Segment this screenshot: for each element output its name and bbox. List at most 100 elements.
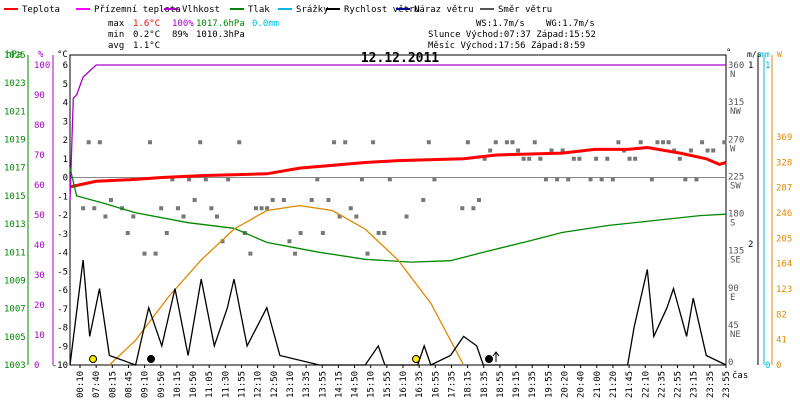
x-tick-label: 14:50	[351, 371, 361, 398]
wind-dir-compass-label: S	[730, 219, 735, 229]
solar-tick-label: 123	[776, 285, 792, 295]
x-tick-label: 23:55	[722, 371, 732, 398]
wind-dir-mark	[92, 206, 97, 211]
x-tick-label: 15:10	[367, 371, 377, 398]
x-tick-label: 21:00	[593, 371, 603, 398]
temperature-tick-label: 0	[63, 174, 68, 184]
wind-dir-mark	[510, 140, 515, 145]
stats-avg-label: avg	[108, 41, 124, 51]
pressure-tick-label: 1019	[4, 136, 26, 146]
wind-dir-mark	[348, 206, 353, 211]
x-tick-label: 10:50	[189, 371, 199, 398]
wind-dir-mark	[543, 177, 548, 182]
pressure-tick-label: 1007	[4, 305, 26, 315]
wind-dir-mark	[705, 148, 710, 153]
wind-dir-mark	[343, 140, 348, 145]
wind-dir-mark	[627, 156, 632, 161]
wind-dir-mark	[465, 140, 470, 145]
temperature-tick-label: 1	[63, 155, 68, 165]
solar-tick-label: 328	[776, 158, 792, 168]
wind-dir-mark	[298, 231, 303, 235]
humidity-tick-label: 30	[34, 271, 45, 281]
wind-dir-mark	[549, 148, 554, 153]
stats-max-temp: 1.6°C	[133, 19, 160, 29]
wind-ws: WS:1.7m/s	[476, 19, 525, 29]
sun-line: Slunce Východ:07:37 Západ:15:52	[428, 30, 596, 40]
solar-tick-label: 287	[776, 184, 792, 194]
x-tick-label: 21:45	[625, 371, 635, 398]
solar-tick-label: 369	[776, 133, 792, 143]
stats-panel: max 1.6°C 100% 1017.6hPa 0.0mm min 0.2°C…	[108, 19, 596, 51]
x-tick-label: 10:15	[173, 371, 183, 398]
wind-dir-mark	[616, 140, 621, 145]
stats-max-label: max	[108, 19, 125, 29]
stats-avg-temp: 1.1°C	[133, 41, 160, 51]
humidity-tick-label: 40	[34, 241, 45, 251]
temperature-tick-label: -9	[57, 342, 68, 352]
x-axis: 00:10 07:40 08:15 08:45 09:10 09:50 10:15 10:50…	[76, 365, 732, 398]
wind-dir-mark	[633, 156, 638, 161]
x-tick-label: 16:55	[431, 371, 441, 398]
x-tick-label: 09:50	[157, 371, 167, 398]
wind-dir-mark	[198, 140, 203, 145]
rain-tick-label: 1	[765, 61, 770, 71]
pressure-tick-label: 1009	[4, 276, 26, 286]
wind-dir-mark	[555, 177, 560, 182]
wind-dir-mark	[293, 251, 298, 256]
series-line-rychlost-v-tru	[69, 259, 727, 366]
wind-dir-mark	[672, 148, 677, 153]
stats-min-temp: 0.2°C	[133, 30, 160, 40]
wind-dir-compass-label: NW	[730, 107, 741, 117]
temperature-tick-label: -3	[57, 230, 68, 240]
pressure-tick-label: 1015	[4, 192, 26, 202]
wind-dir-mark	[209, 206, 214, 211]
wind-dir-mark	[504, 140, 509, 145]
wind-direction-marks	[81, 140, 727, 256]
wind-dir-mark	[153, 251, 158, 256]
x-tick-label: 17:35	[447, 371, 457, 398]
legend-label: Vlhkost	[182, 5, 220, 15]
temperature-axis-unit: °C	[57, 50, 68, 60]
wind-dir-mark	[594, 156, 599, 161]
x-tick-label: 20:20	[561, 371, 571, 398]
wind-speed-tick-label: 1	[748, 61, 753, 71]
humidity-tick-label: 10	[34, 331, 45, 341]
x-tick-label: 11:55	[238, 371, 248, 398]
x-tick-label: 16:35	[415, 371, 425, 398]
sunrise-marker	[89, 355, 97, 363]
wind-dir-mark	[281, 198, 286, 202]
wind-dir-mark	[148, 140, 153, 145]
temperature-tick-label: 2	[63, 136, 68, 146]
moon-line: Měsíc Východ:17:56 Západ:8:59	[428, 41, 585, 51]
wind-dir-mark	[538, 156, 543, 161]
wind-dir-mark	[159, 206, 164, 211]
wind-dir-mark	[109, 198, 113, 202]
wind-dir-mark	[203, 177, 208, 182]
wind-dir-mark	[588, 177, 593, 182]
x-tick-label: 19:55	[544, 371, 554, 398]
series-lines	[69, 64, 727, 366]
wind-dir-mark	[711, 148, 716, 153]
temperature-tick-label: -1	[57, 192, 68, 202]
wind-dir-mark	[371, 140, 376, 145]
rain-tick-label: 0	[765, 361, 770, 371]
wind-dir-tick-label: 180	[728, 210, 744, 220]
wind-dir-mark	[359, 177, 364, 182]
wind-dir-tick-label: 0	[728, 358, 733, 368]
wind-dir-mark	[365, 251, 370, 256]
wind-dir-mark	[694, 177, 699, 182]
wind-dir-compass-label: N	[730, 70, 735, 80]
wind-dir-compass-label: W	[730, 144, 736, 154]
wind-dir-compass-label: NE	[730, 330, 741, 340]
series-line-solar	[108, 204, 465, 366]
stats-min-label: min	[108, 30, 124, 40]
wind-dir-tick-label: 225	[728, 172, 744, 182]
wind-dir-mark	[220, 239, 225, 244]
solar-axis-unit: W	[777, 50, 782, 59]
wind-dir-tick-label: 315	[728, 98, 744, 108]
wind-dir-mark	[521, 156, 526, 161]
wind-dir-mark	[214, 214, 219, 219]
temperature-tick-label: -2	[57, 211, 68, 221]
wind-dir-mark	[599, 177, 604, 182]
legend-label: Přízemní teplota	[94, 5, 181, 15]
